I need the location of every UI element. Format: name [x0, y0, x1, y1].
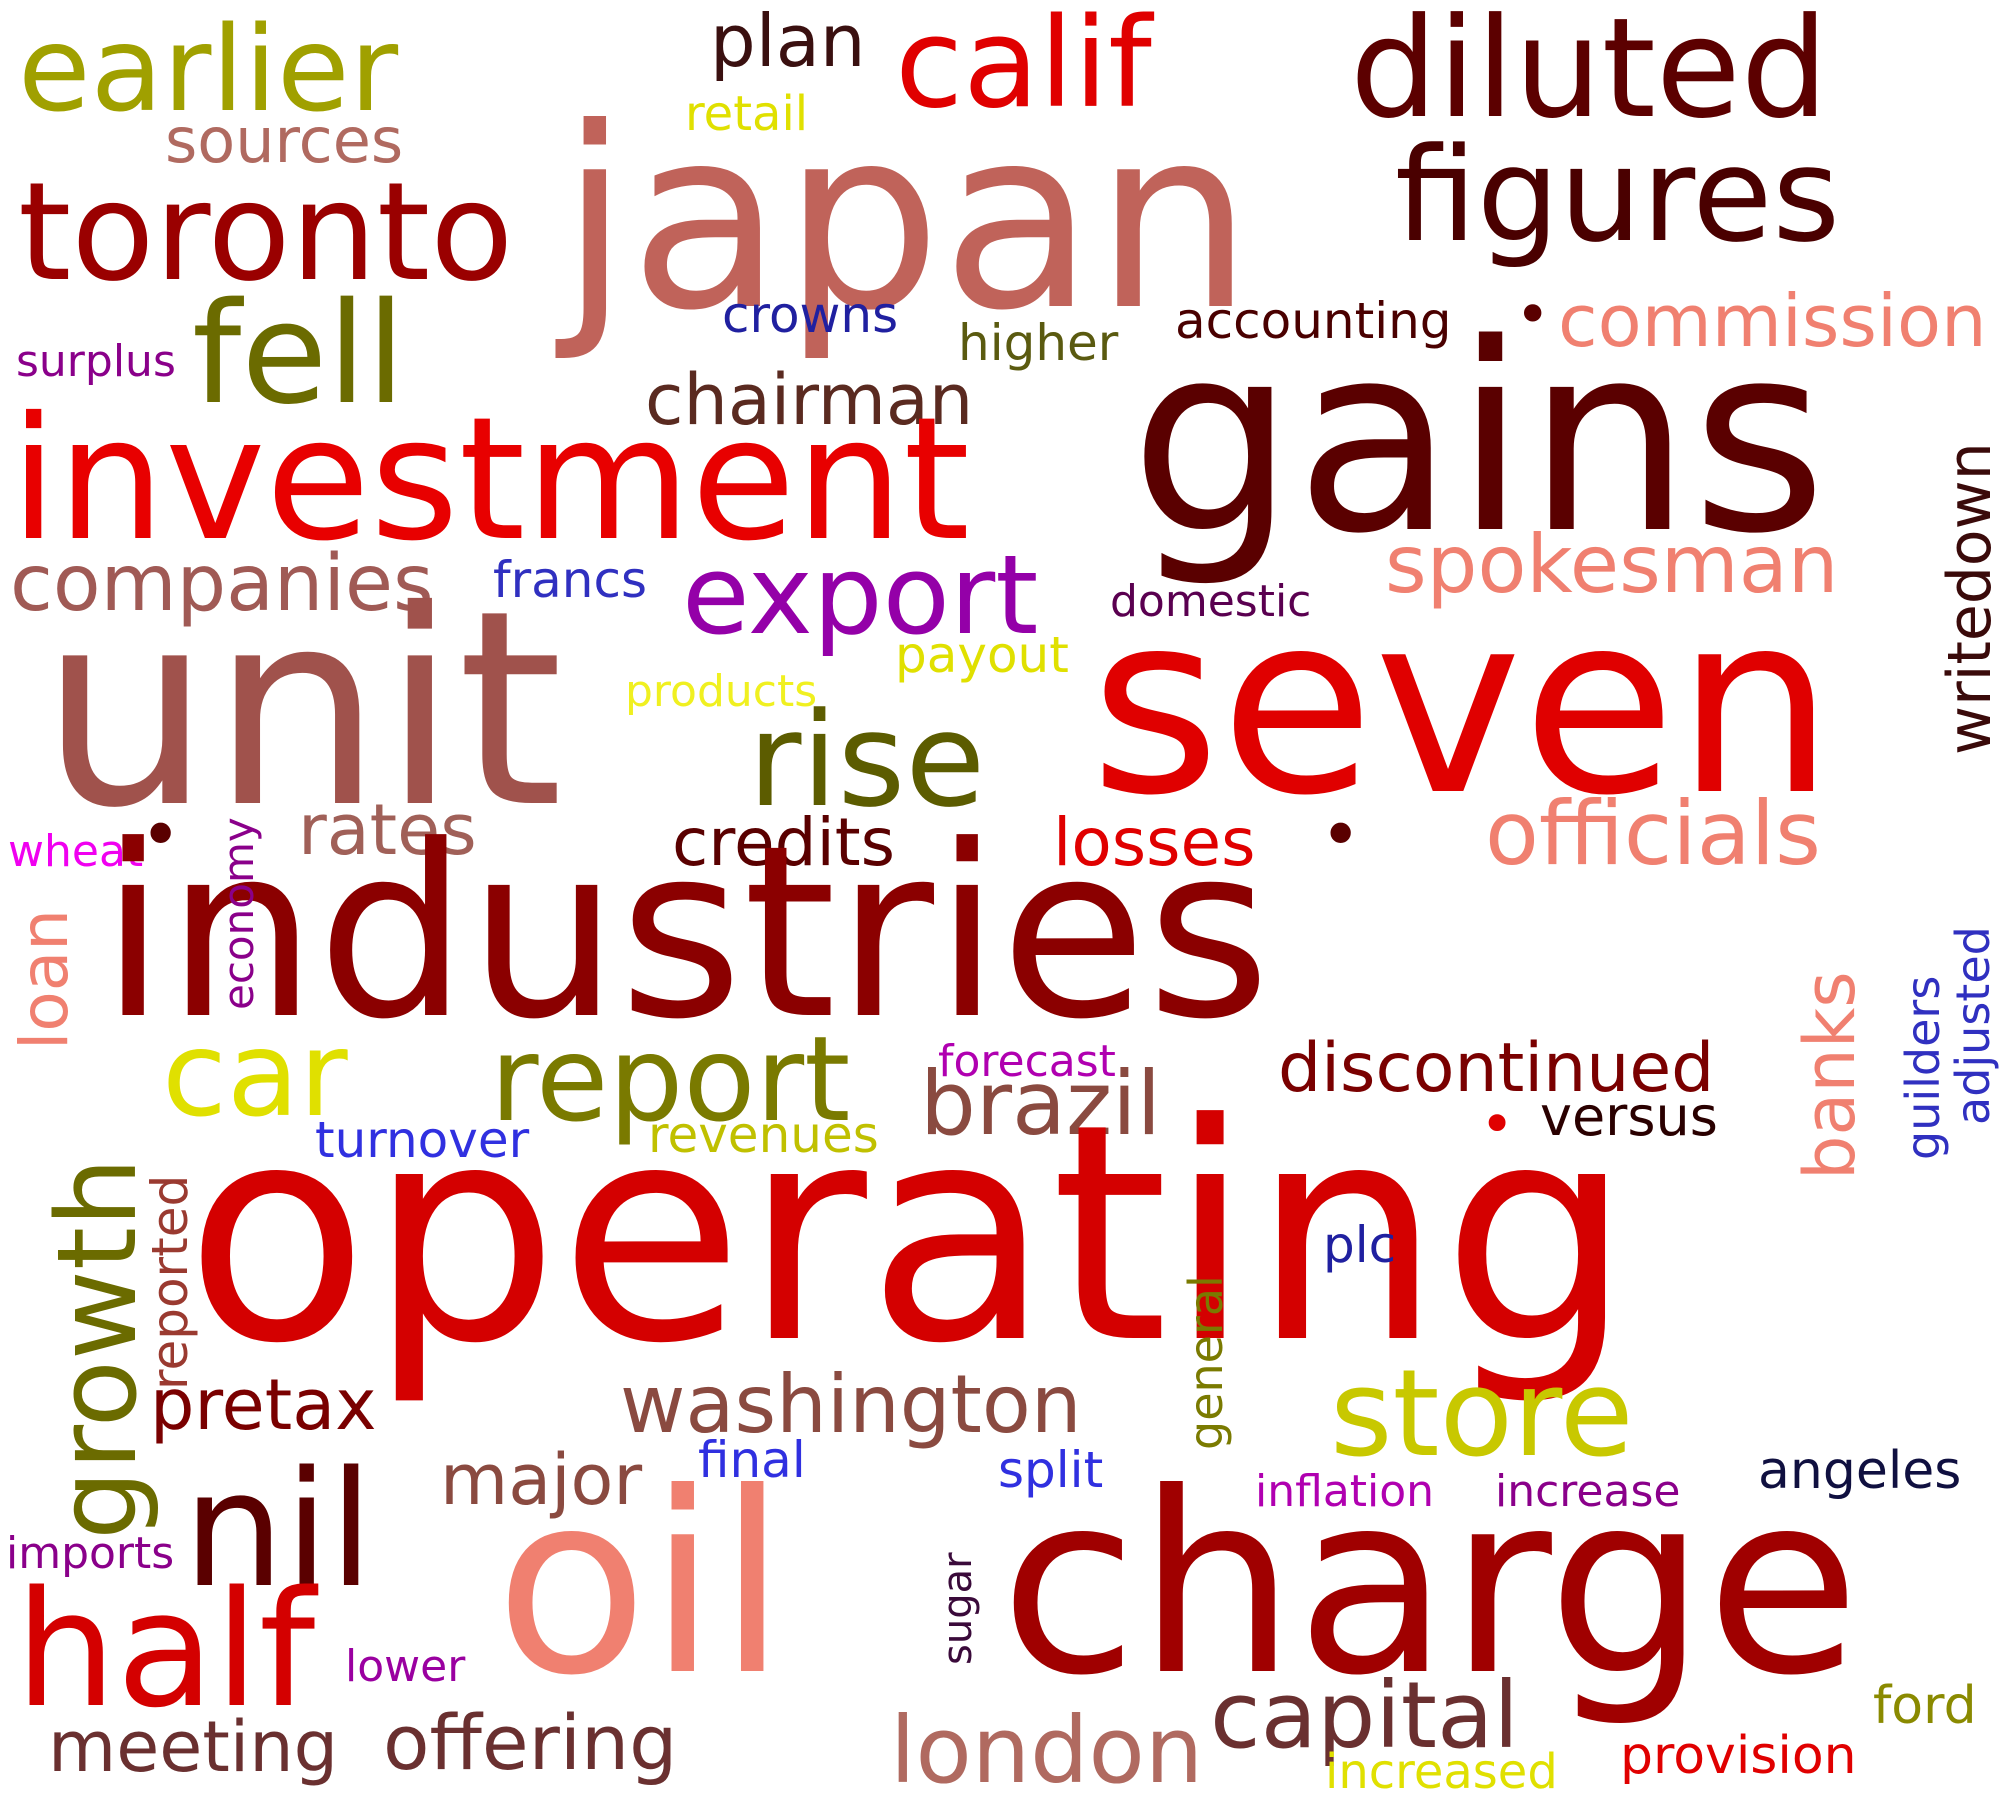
word-surplus: surplus	[16, 336, 176, 387]
word-pretax: pretax	[150, 1364, 377, 1446]
word-general: general	[1179, 1275, 1233, 1450]
word-bullet-2: •	[1320, 794, 1362, 876]
word-earlier: earlier	[18, 0, 399, 138]
word-increased: increased	[1325, 1744, 1558, 1800]
word-lower: lower	[345, 1641, 466, 1692]
word-bullet-3: •	[140, 794, 182, 876]
word-car: car	[162, 1005, 348, 1143]
word-chairman: chairman	[645, 359, 974, 441]
word-banks: banks	[1789, 971, 1871, 1180]
word-turnover: turnover	[315, 1111, 530, 1169]
word-major: major	[440, 1439, 643, 1521]
word-washington: washington	[620, 1358, 1082, 1451]
word-london: london	[890, 1697, 1204, 1800]
word-provision: provision	[1620, 1726, 1857, 1786]
word-revenues: revenues	[648, 1106, 879, 1164]
word-oil: oil	[495, 1439, 787, 1730]
word-growth: growth	[33, 1157, 161, 1540]
word-increase: increase	[1495, 1466, 1681, 1517]
word-plc: plc	[1323, 1216, 1397, 1274]
word-operating: operating	[185, 1060, 1633, 1409]
word-retail: retail	[685, 86, 809, 142]
word-higher: higher	[958, 314, 1119, 372]
word-sugar: sugar	[935, 1552, 981, 1665]
word-francs: francs	[493, 551, 648, 609]
word-seven: seven	[1090, 559, 1835, 850]
word-adjusted: adjusted	[1946, 926, 2000, 1125]
word-officials: officials	[1485, 782, 1821, 885]
word-domestic: domestic	[1110, 576, 1312, 627]
word-offering: offering	[383, 1698, 678, 1787]
word-unit: unit	[40, 552, 564, 867]
word-payout: payout	[895, 626, 1069, 684]
word-meeting: meeting	[48, 1706, 339, 1788]
word-toronto: toronto	[18, 154, 514, 312]
word-fell: fell	[192, 273, 406, 436]
word-imports: imports	[6, 1528, 175, 1579]
word-gains: gains	[1130, 289, 1827, 591]
word-rates: rates	[298, 789, 477, 871]
word-capital: capital	[1210, 1662, 1519, 1769]
word-companies: companies	[10, 539, 434, 629]
word-accounting: accounting	[1175, 292, 1452, 350]
word-economy: economy	[214, 817, 263, 1010]
word-report: report	[490, 1010, 851, 1148]
word-brazil: brazil	[920, 1052, 1162, 1155]
word-rise: rise	[748, 684, 986, 836]
word-figures: figures	[1395, 119, 1841, 271]
word-japan: japan	[560, 74, 1253, 365]
word-angeles: angeles	[1758, 1441, 1962, 1501]
word-charge: charge	[1000, 1439, 1860, 1730]
word-writedown: writedown	[1935, 442, 2000, 755]
word-diluted: diluted	[1350, 0, 1829, 149]
word-store: store	[1330, 1345, 1634, 1484]
word-guilders: guilders	[1896, 975, 1950, 1160]
word-reported: reported	[141, 1174, 199, 1390]
word-losses: losses	[1053, 804, 1256, 881]
word-export: export	[682, 531, 1039, 659]
word-loan: loan	[6, 909, 83, 1050]
word-final: final	[698, 1431, 806, 1489]
word-bullet-4: •	[1480, 1090, 1515, 1158]
word-sources: sources	[165, 104, 404, 177]
word-bullet-1: •	[1515, 280, 1551, 350]
word-inflation: inflation	[1255, 1466, 1435, 1517]
word-nil: nil	[183, 1436, 374, 1623]
word-versus: versus	[1540, 1085, 1718, 1148]
word-discontinued: discontinued	[1278, 1029, 1715, 1108]
word-half: half	[15, 1556, 316, 1743]
word-split: split	[998, 1441, 1104, 1499]
word-commission: commission	[1558, 279, 1987, 363]
word-plan: plan	[710, 0, 866, 83]
word-wheat: wheat	[8, 826, 144, 877]
word-calif: calif	[895, 0, 1152, 136]
word-crowns: crowns	[722, 286, 899, 344]
word-forecast: forecast	[938, 1036, 1116, 1087]
word-products: products	[625, 666, 818, 717]
word-investment: investment	[10, 381, 970, 579]
word-ford: ford	[1873, 1676, 1977, 1736]
word-industries: industries	[100, 795, 1271, 1072]
word-spokesman: spokesman	[1385, 518, 1839, 611]
word-credits: credits	[672, 804, 896, 881]
